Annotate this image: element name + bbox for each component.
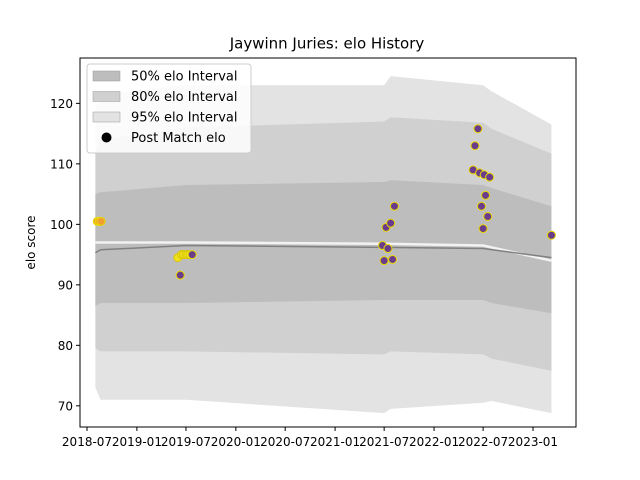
x-tick-label: 2019-07: [161, 435, 211, 449]
plot-frame: [79, 57, 577, 428]
y-tick-label: 100: [50, 218, 73, 232]
post-match-point: [175, 270, 185, 280]
y-tick-label: 70: [58, 399, 73, 413]
legend: 50% elo Interval 80% elo Interval 95% elo …: [86, 63, 252, 154]
x-tick-label: 2023-01: [508, 435, 558, 449]
x-tick-label: 2018-07: [62, 435, 112, 449]
y-tick-label: 120: [50, 97, 73, 111]
legend-label-95-elo-interval: 95% elo Interval: [131, 111, 238, 126]
post-match-point: [96, 216, 106, 226]
post-match-point: [481, 190, 491, 200]
x-tick-label: 2022-01: [409, 435, 459, 449]
x-tick-label: 2019-01: [112, 435, 162, 449]
mean-elo-line: [95, 244, 552, 259]
post-match-point: [187, 250, 197, 260]
post-match-point: [483, 211, 493, 221]
chart-title: Jaywinn Juries: elo History: [229, 35, 425, 53]
post-match-point: [485, 172, 495, 182]
x-tick-label: 2021-01: [310, 435, 360, 449]
post-match-point: [389, 201, 399, 211]
legend-marker-post-match-elo: [101, 132, 112, 143]
x-tick-label: 2020-07: [260, 435, 310, 449]
legend-swatch-80-elo-interval: [92, 91, 121, 102]
x-tick-label: 2020-01: [211, 435, 261, 449]
y-tick-label: 80: [58, 339, 73, 353]
legend-swatch-50-elo-interval: [92, 70, 121, 82]
y-tick-label: 110: [50, 157, 73, 171]
post-match-points: [92, 124, 556, 280]
y-axis: 70 80 90 100 110 120: [50, 97, 80, 413]
post-match-point: [478, 224, 488, 234]
post-match-point: [388, 254, 398, 264]
post-match-point: [470, 141, 480, 151]
x-tick-label: 2021-07: [359, 435, 409, 449]
legend-box: [86, 63, 252, 154]
legend-swatch-95-elo-interval: [92, 111, 121, 123]
x-tick-label: 2022-07: [458, 435, 508, 449]
post-match-point: [476, 201, 486, 211]
legend-label-80-elo-interval: 80% elo Interval: [131, 90, 238, 105]
legend-label-50-elo-interval: 50% elo Interval: [131, 70, 238, 85]
y-axis-label: elo score: [24, 215, 38, 269]
y-tick-label: 90: [58, 278, 73, 292]
post-match-point: [379, 256, 389, 266]
post-match-point: [546, 230, 556, 240]
post-match-point: [383, 244, 393, 254]
post-match-point: [473, 124, 483, 134]
legend-label-post-match-elo: Post Match elo: [131, 131, 226, 146]
post-match-point: [386, 218, 396, 228]
